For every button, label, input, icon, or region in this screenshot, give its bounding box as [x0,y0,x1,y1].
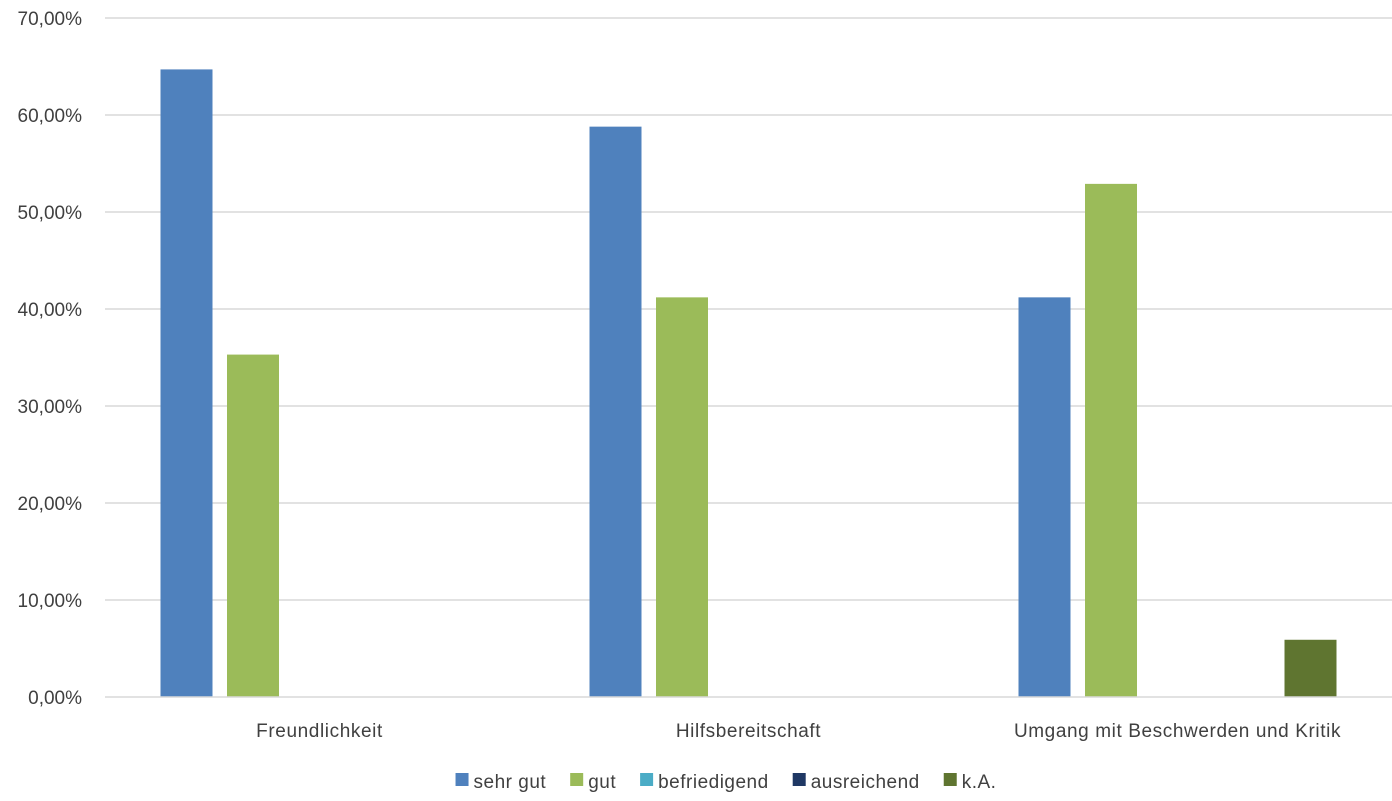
bar [656,297,708,697]
legend-swatch [455,773,469,786]
bar [1018,297,1071,697]
bar [160,69,213,697]
x-category-label: Freundlichkeit [256,721,383,742]
gridlines [105,17,1392,601]
bar [1284,639,1337,697]
bar [1085,183,1137,697]
y-tick-label: 60,00% [18,106,83,127]
x-axis-category-labels: Freundlichkeit Hilfsbereitschaft Umgang mi… [256,721,1341,742]
y-tick-label: 40,00% [18,300,83,321]
y-tick-label: 70,00% [18,9,83,30]
legend-label: sehr gut [474,772,547,793]
legend-item: ausreichend [792,772,920,793]
y-tick-label: 0,00% [28,688,82,709]
legend-item: sehr gut [455,772,547,793]
legend-swatch [570,773,584,786]
legend-swatch [792,773,806,786]
bar [589,126,642,697]
x-category-label: Umgang mit Beschwerden und Kritik [1014,721,1341,742]
bar [227,354,279,697]
legend: sehr gut gut befriedigend ausreichend k.A. [455,772,997,793]
legend-swatch [640,773,654,786]
legend-item: k.A. [943,772,997,793]
legend-label: ausreichend [811,772,920,793]
legend-item: befriedigend [640,772,769,793]
bars [160,69,1337,697]
y-tick-label: 30,00% [18,397,83,418]
y-tick-label: 10,00% [18,591,83,612]
legend-label: befriedigend [658,772,769,793]
legend-swatch [943,773,957,786]
y-axis-tick-labels: 0,00% 10,00% 20,00% 30,00% 40,00% 50,00% 60,00… [18,9,83,709]
x-category-label: Hilfsbereitschaft [676,721,821,742]
legend-item: gut [570,772,616,793]
y-tick-label: 50,00% [18,203,83,224]
legend-label: gut [588,772,616,793]
legend-label: k.A. [962,772,997,793]
y-tick-label: 20,00% [18,494,83,515]
